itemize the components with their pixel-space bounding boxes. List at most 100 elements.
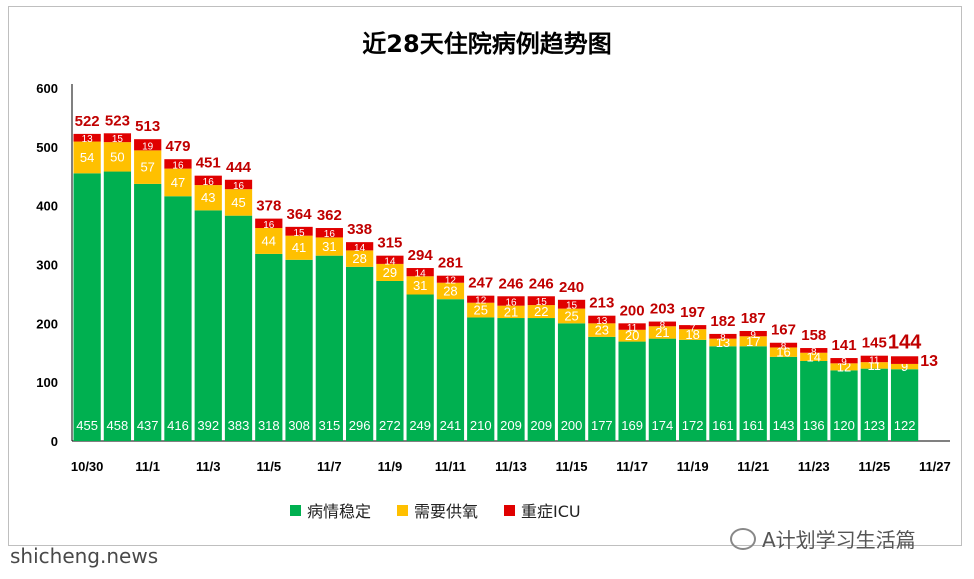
bar-segment <box>890 356 919 364</box>
bar-segment <box>679 329 707 340</box>
bar-segment <box>345 250 374 267</box>
bar-segment <box>164 196 192 441</box>
x-tick-label: 11/1 <box>135 459 160 474</box>
bar-segment <box>73 141 101 174</box>
data-label: 9 <box>841 357 847 368</box>
bar-segment <box>103 142 132 172</box>
data-label: 123 <box>863 418 885 433</box>
total-label: 187 <box>741 310 766 327</box>
total-label: 522 <box>75 113 100 130</box>
data-label: 169 <box>621 418 643 433</box>
total-label: 246 <box>498 275 523 292</box>
data-label: 15 <box>294 228 306 239</box>
bar-segment <box>739 330 767 337</box>
total-label: 167 <box>771 322 796 339</box>
bar-segment <box>164 168 192 197</box>
legend-item-oxygen: 需要供氧 <box>397 498 478 522</box>
bar-segment <box>345 266 374 441</box>
data-label: 272 <box>379 418 401 433</box>
bar-segment <box>224 215 253 441</box>
data-label: 9 <box>901 359 908 374</box>
total-label: 141 <box>832 337 857 354</box>
data-label: 25 <box>473 303 487 318</box>
data-label: 44 <box>262 233 276 248</box>
bar-segment <box>618 341 646 441</box>
bar-segment <box>134 150 162 184</box>
data-label: 23 <box>595 323 609 338</box>
bar-segment <box>406 276 434 295</box>
bar-segment <box>769 347 798 357</box>
data-label: 177 <box>591 418 613 433</box>
bar-segment <box>467 295 495 303</box>
x-tick-label: 11/27 <box>919 459 951 474</box>
total-label: 145 <box>862 335 887 352</box>
data-label: 57 <box>140 160 154 175</box>
bar-segment <box>315 237 343 256</box>
bar-segment <box>285 226 313 236</box>
total-label: 197 <box>680 304 705 321</box>
bar-segment <box>376 255 404 264</box>
x-tick-label: 11/23 <box>798 459 830 474</box>
data-label: 174 <box>652 418 674 433</box>
data-label: 14 <box>354 243 366 254</box>
data-label: 16 <box>776 345 790 360</box>
bar-segment <box>376 263 404 281</box>
data-label: 416 <box>167 418 189 433</box>
bar-segment <box>164 159 192 169</box>
watermark-right-text: A计划学习生活篇 <box>762 528 916 552</box>
bar-segment <box>709 346 737 441</box>
data-label: 209 <box>530 418 552 433</box>
total-label: 200 <box>620 302 645 319</box>
bar-segment <box>679 325 707 330</box>
bar-segment <box>285 259 313 441</box>
y-tick-label: 500 <box>36 140 58 155</box>
data-label: 21 <box>504 304 518 319</box>
chart-title: 近28天住院病例趋势图 <box>362 30 612 58</box>
data-label: 13 <box>82 134 94 145</box>
total-label: 444 <box>226 159 252 176</box>
legend-swatch-stable <box>290 504 301 516</box>
data-label: 12 <box>475 296 487 307</box>
x-tick-label: 11/9 <box>378 459 403 474</box>
data-label: 120 <box>833 418 855 433</box>
bar-segment <box>224 189 253 216</box>
data-label: 308 <box>288 418 310 433</box>
data-label: 15 <box>536 297 548 308</box>
data-label: 200 <box>561 418 583 433</box>
data-label: 8 <box>781 342 787 353</box>
y-tick-label: 600 <box>36 81 58 96</box>
legend-item-stable: 病情稳定 <box>290 498 371 522</box>
bar-segment <box>103 171 132 441</box>
bar-segment <box>709 338 737 347</box>
bar-segment <box>315 228 343 238</box>
total-label: 479 <box>165 138 190 155</box>
bar-segment <box>436 282 465 300</box>
bar-segment <box>588 336 616 441</box>
x-tick-label: 11/13 <box>495 459 527 474</box>
data-label: 13 <box>596 316 608 327</box>
x-tick-label: 11/15 <box>556 459 588 474</box>
bar-segment <box>618 329 646 342</box>
bar-segment <box>285 235 313 260</box>
data-label: 122 <box>894 418 916 433</box>
data-label: 16 <box>172 160 184 171</box>
bar-segment <box>800 360 828 441</box>
bar-segment <box>527 318 555 441</box>
data-label-icu: 13 <box>920 353 938 370</box>
data-label: 22 <box>534 304 548 319</box>
data-label: 15 <box>112 134 124 145</box>
data-label: 28 <box>443 283 457 298</box>
x-tick-label: 11/5 <box>256 459 281 474</box>
bar-segment <box>648 338 677 441</box>
x-tick-label: 11/21 <box>737 459 769 474</box>
data-label: 16 <box>233 181 245 192</box>
data-label: 383 <box>228 418 250 433</box>
total-label: 246 <box>529 275 554 292</box>
data-label: 14 <box>384 256 396 267</box>
total-label: 144 <box>888 331 922 353</box>
x-tick-label: 11/17 <box>616 459 648 474</box>
data-label: 16 <box>324 229 336 240</box>
data-label: 11 <box>627 323 638 334</box>
bar-segment <box>557 299 586 309</box>
data-label: 21 <box>655 325 669 340</box>
